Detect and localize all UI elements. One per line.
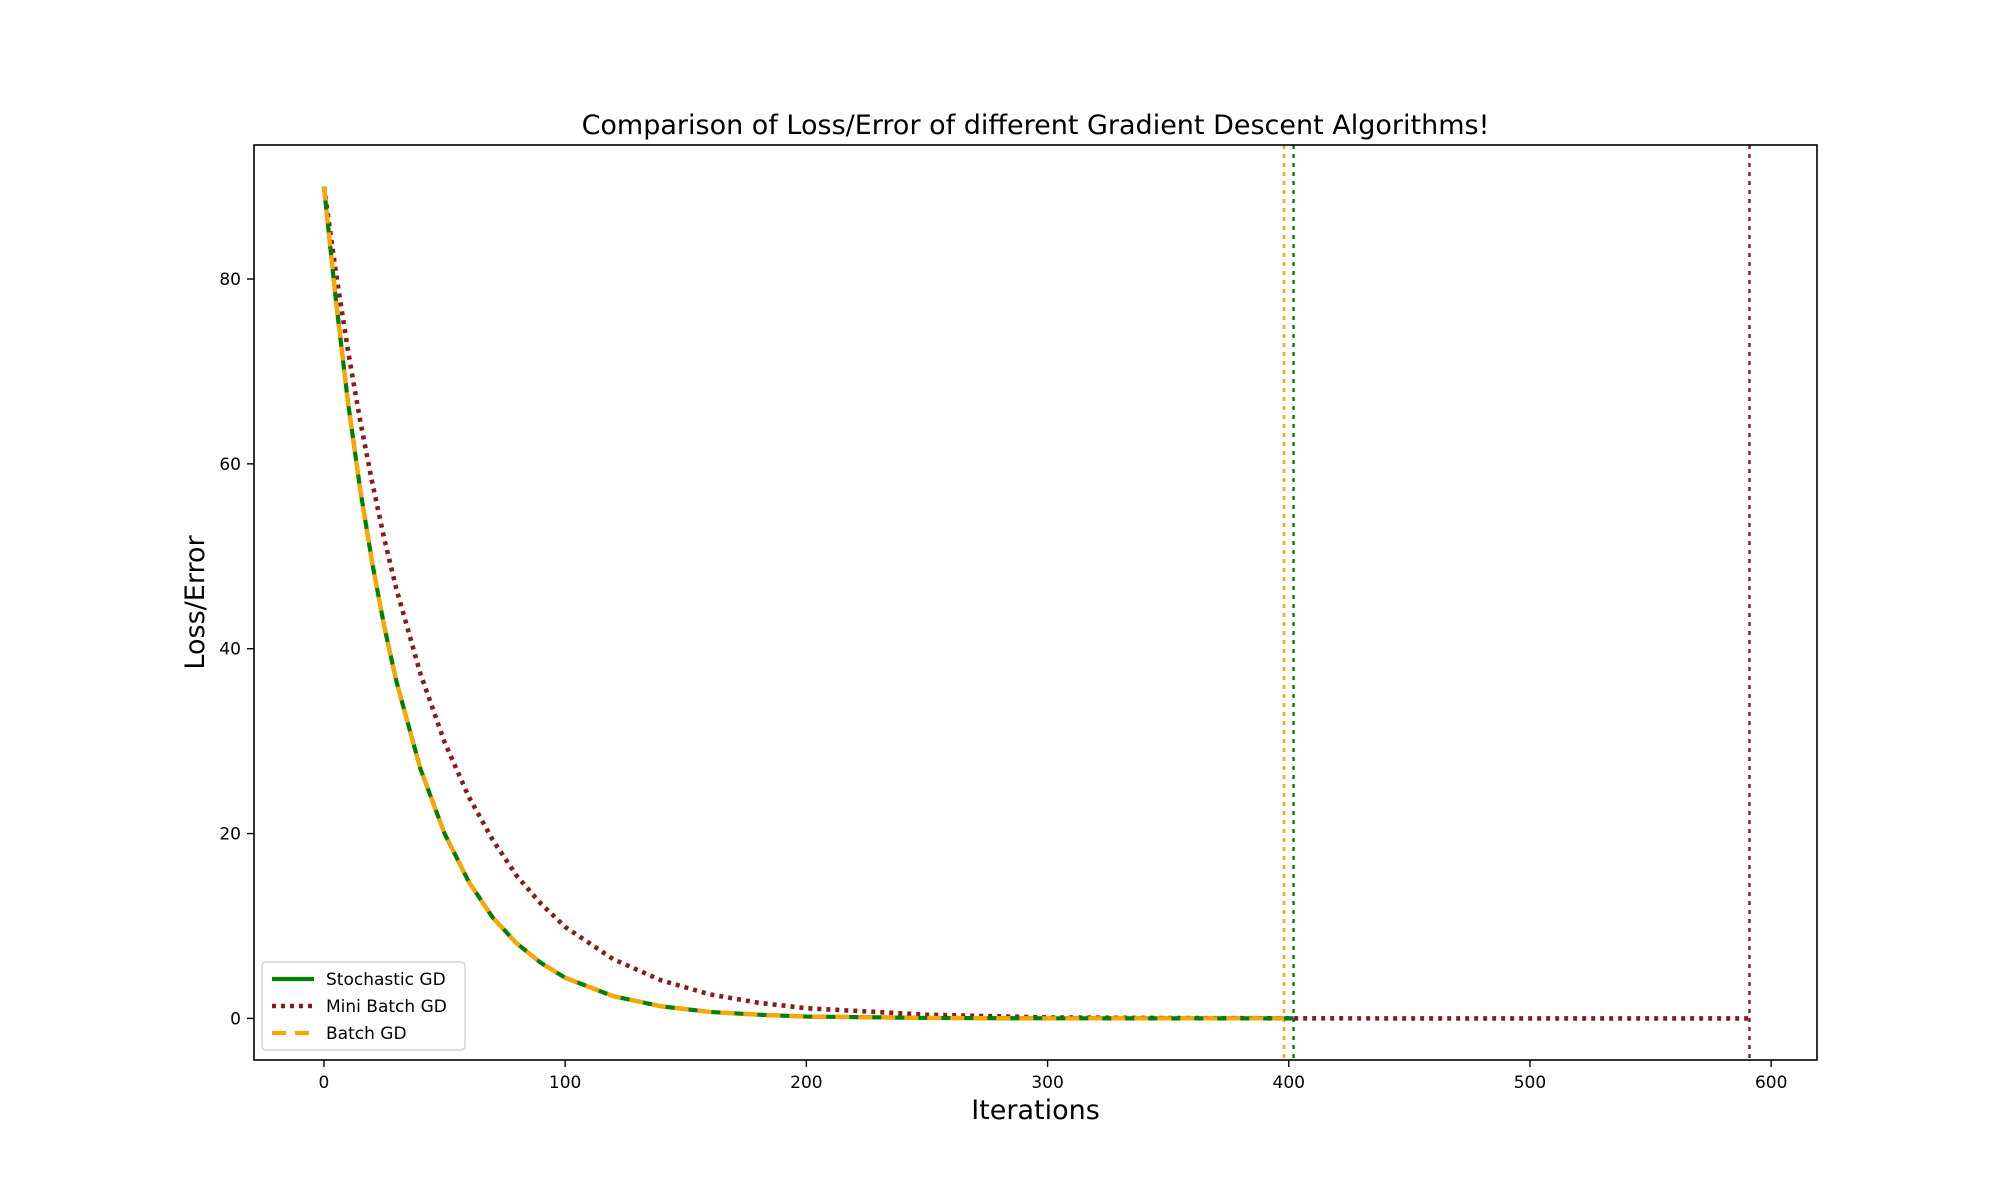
x-axis-ticks: 0 100 200 300 400 500 600 <box>319 1060 1787 1093</box>
x-tick-label: 600 <box>1755 1073 1787 1093</box>
y-tick-label: 40 <box>219 640 241 660</box>
x-tick-label: 200 <box>790 1073 822 1093</box>
y-tick-label: 80 <box>219 270 241 290</box>
vertical-marker-lines <box>1282 145 1751 1060</box>
x-tick-label: 0 <box>319 1073 330 1093</box>
legend-label: Mini Batch GD <box>326 997 447 1017</box>
series-line-mini-batch-gd <box>321 186 1750 1021</box>
legend-label: Batch GD <box>326 1024 407 1044</box>
legend: Stochastic GD Mini Batch GD Batch GD <box>261 961 466 1051</box>
y-tick-label: 20 <box>219 825 241 845</box>
plot-area-frame <box>253 144 1818 1061</box>
x-axis-label: Iterations <box>971 1095 1100 1126</box>
y-axis-label: Loss/Error <box>180 535 211 670</box>
x-tick-label: 300 <box>1031 1073 1063 1093</box>
y-tick-label: 0 <box>230 1009 241 1029</box>
x-tick-label: 400 <box>1273 1073 1305 1093</box>
x-tick-label: 500 <box>1514 1073 1546 1093</box>
series-lines <box>321 186 1750 1021</box>
x-tick-label: 100 <box>549 1073 581 1093</box>
y-tick-label: 60 <box>219 455 241 475</box>
series-line-batch-gd <box>321 186 1284 1021</box>
series-line-stochastic-gd <box>321 186 1294 1021</box>
legend-box <box>261 961 466 1051</box>
y-axis-ticks: 0 20 40 60 80 <box>219 270 254 1029</box>
chart-title: Comparison of Loss/Error of different Gr… <box>582 110 1490 141</box>
legend-label: Stochastic GD <box>326 970 446 990</box>
